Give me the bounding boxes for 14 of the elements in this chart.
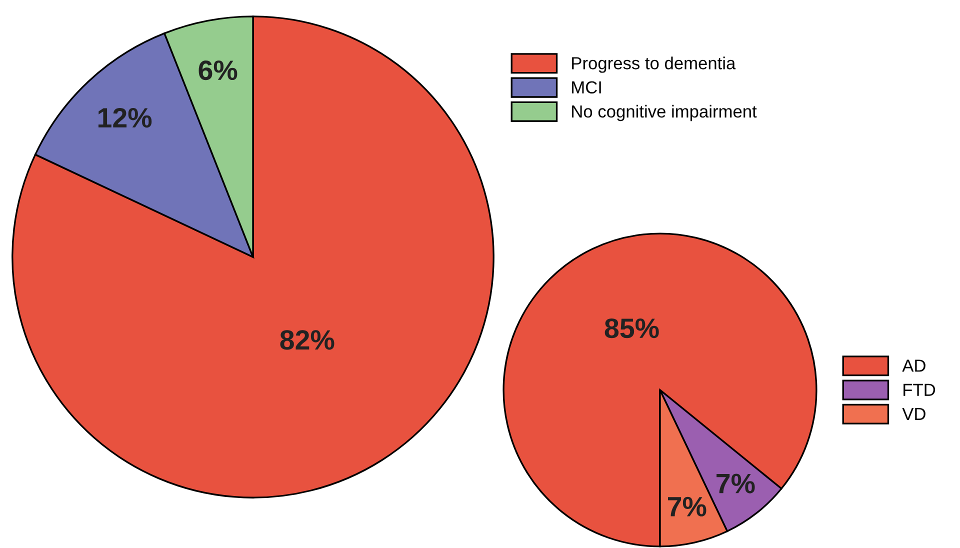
legend-label: FTD xyxy=(904,384,936,396)
legend-label: AD xyxy=(902,360,926,372)
data-label: 6% xyxy=(198,60,238,80)
data-label: 85% xyxy=(604,318,659,338)
data-label: 7% xyxy=(716,474,755,494)
legend-label: VD xyxy=(902,408,926,420)
legend-label: Progress to dementia xyxy=(572,56,736,73)
data-label: 7% xyxy=(668,496,706,516)
legend-label: MCI xyxy=(572,81,601,94)
pie-slice xyxy=(502,232,818,548)
data-label: 82% xyxy=(280,330,334,350)
data-label: 12% xyxy=(98,108,152,128)
pie-slice xyxy=(12,16,494,498)
legend-label: No cognitive impairment xyxy=(572,104,757,122)
